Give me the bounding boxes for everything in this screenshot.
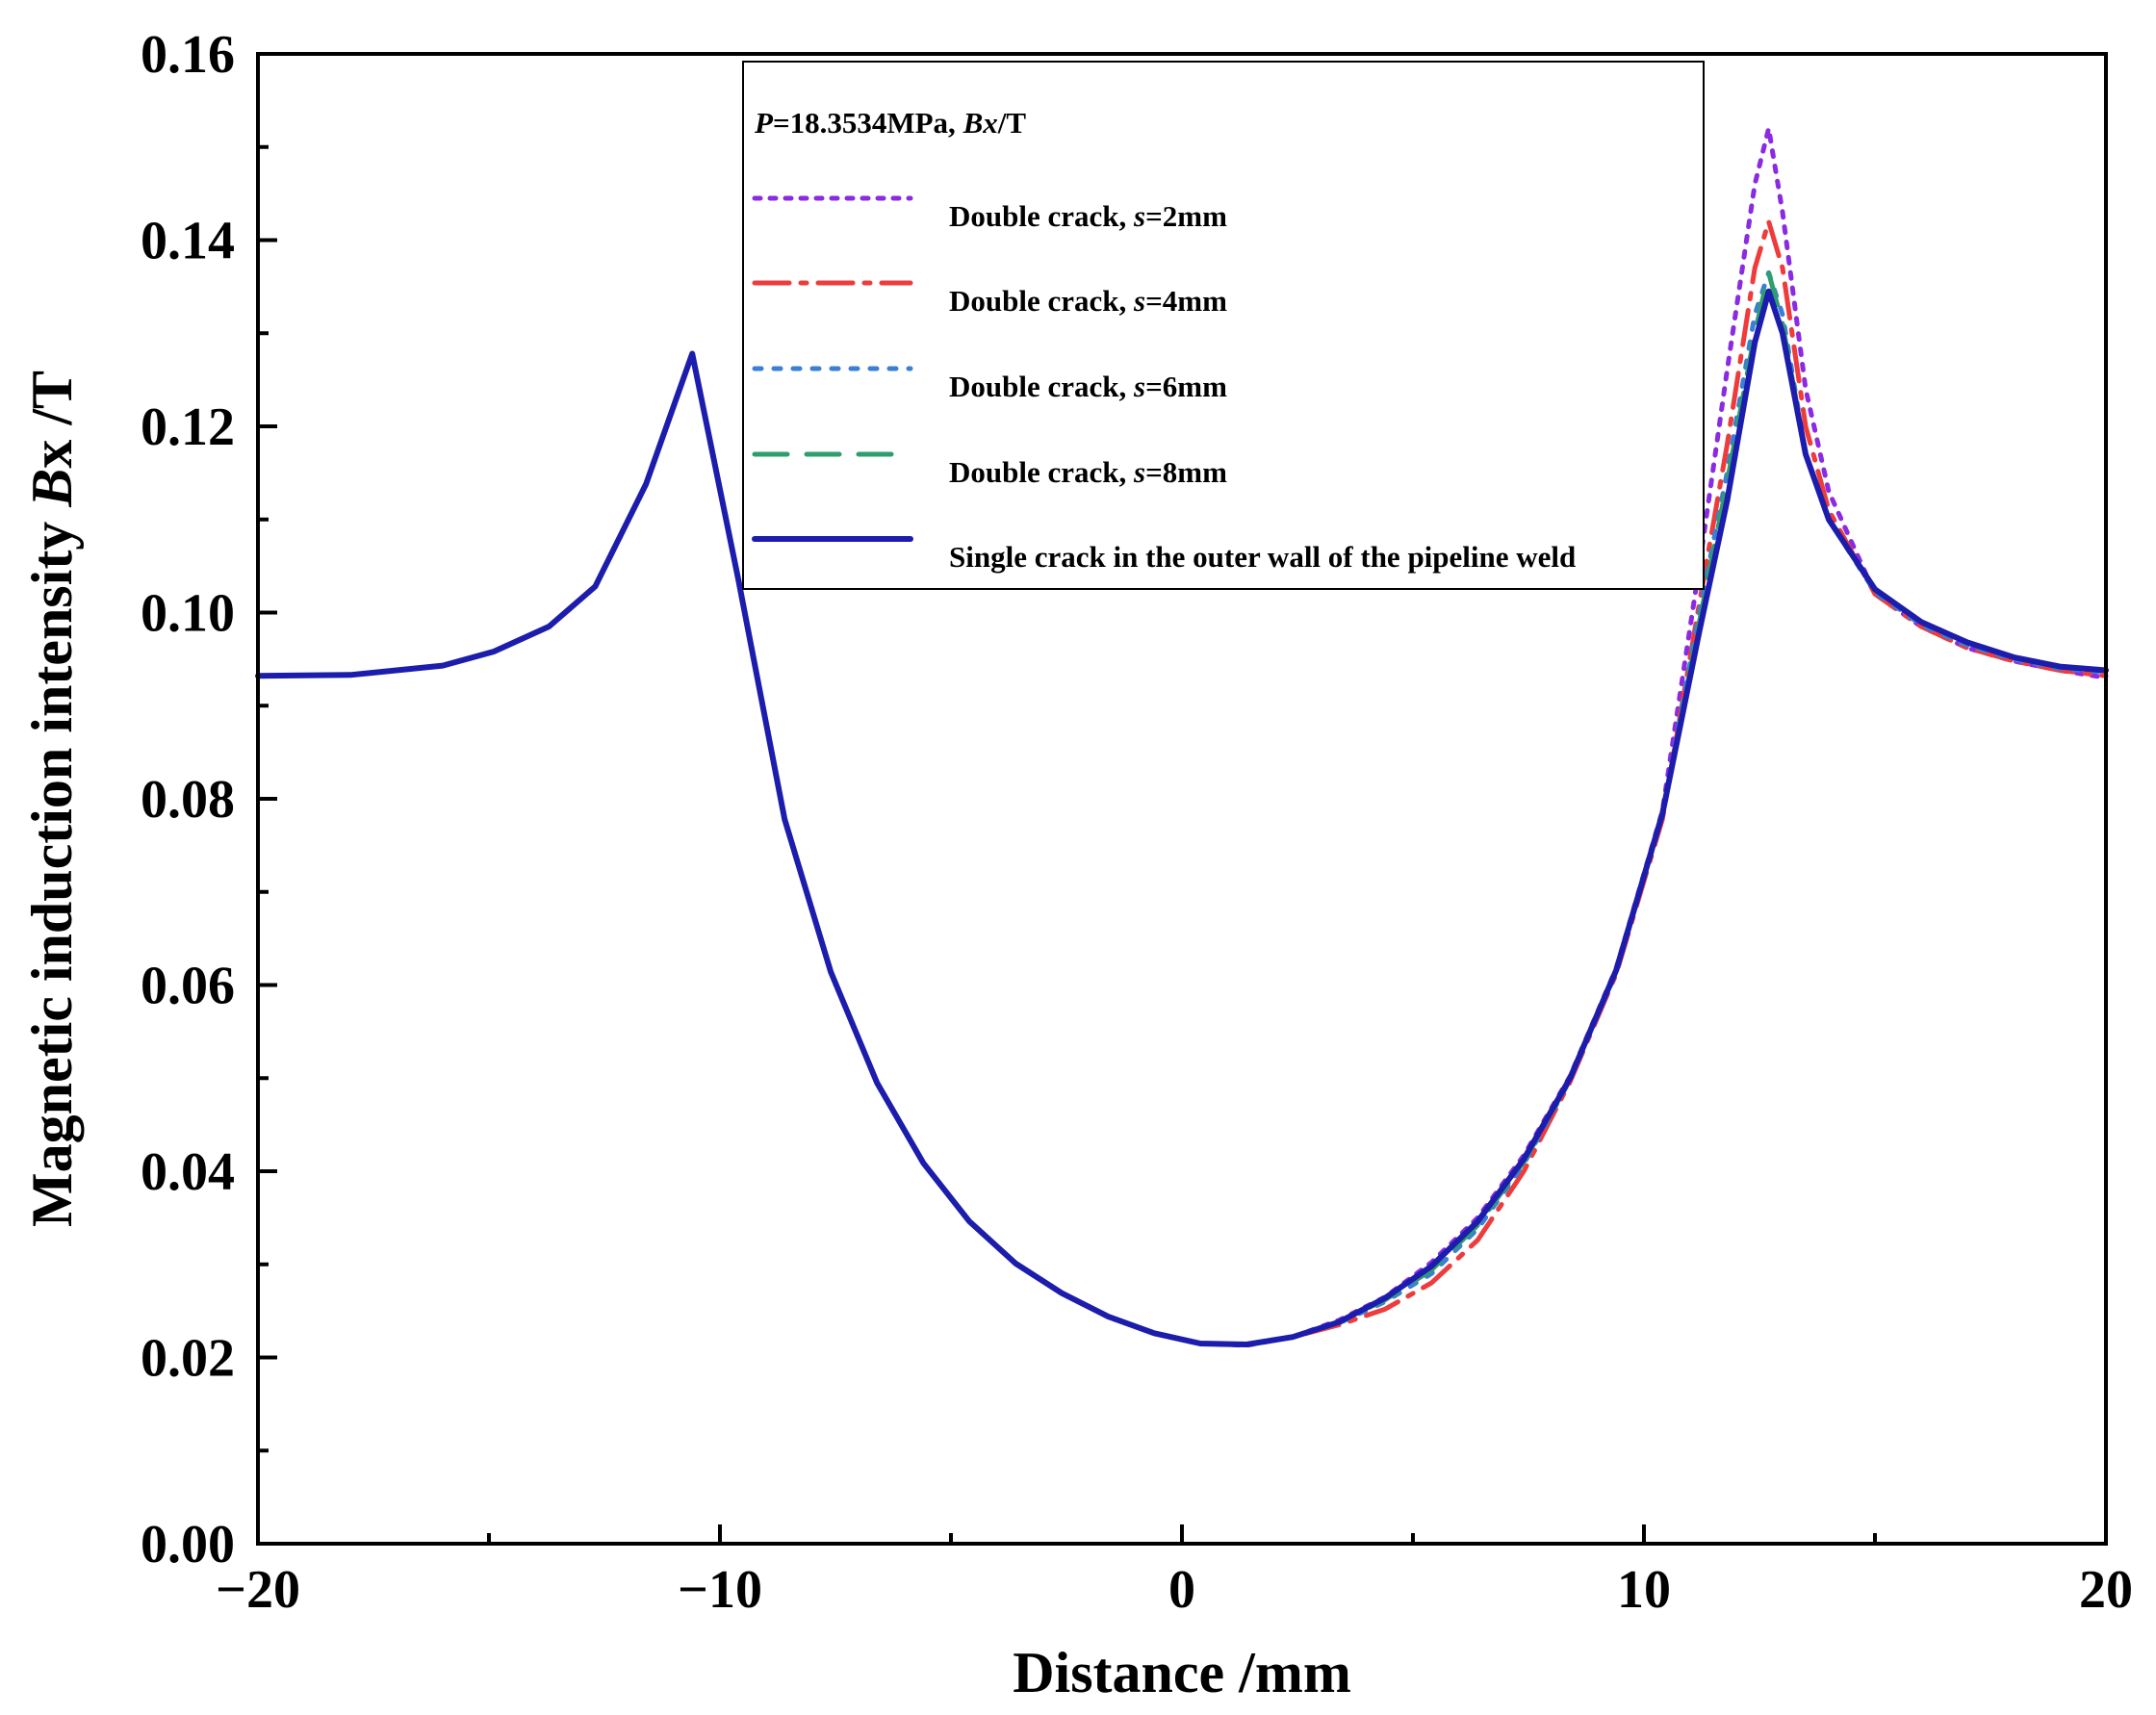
legend-entry: Single crack in the outer wall of the pi… [752,536,1576,574]
legend-label: Double crack, s=6mm [949,370,1227,403]
y-tick-label: 0.14 [141,212,235,271]
legend-label-part: Double crack, [949,370,1134,403]
legend-entry: Double crack, s=6mm [752,366,1227,403]
y-axis-title-part: x [20,440,84,469]
series-line-5 [255,288,2109,1347]
legend-header-part: Bx [962,106,998,140]
y-tick-label: 0.16 [141,25,235,85]
y-tick-label: 0.04 [141,1142,235,1202]
legend-label-part: s [1133,370,1145,403]
legend-label-part: s [1133,284,1145,318]
legend-label-part: =8mm [1145,455,1227,489]
legend-label-part: =2mm [1145,199,1227,233]
x-tick-label: 20 [2079,1560,2133,1620]
y-tick-label: 0.02 [141,1329,235,1389]
legend-box [742,61,1705,590]
ticks-layer: −20 −10 0 10 20 0.00 0.02 0.04 0.06 0.08 0.10 0.12 0… [141,25,2133,1620]
legend-header-part: =18.3534MPa, [773,106,963,140]
series-layer [255,125,2109,1348]
legend-header: P=18.3534MPa, Bx/T [754,106,1026,140]
x-tick-label: −10 [678,1560,762,1620]
legend-label-part: s [1133,455,1145,489]
legend-entry: Double crack, s=8mm [752,451,1227,489]
legend-label-part: Double crack, [949,199,1134,233]
y-axis-title: Magnetic induction intensity Bx /T [20,371,84,1227]
y-tick-label: 0.08 [141,770,235,830]
x-tick-label: −20 [216,1560,300,1620]
legend-entry: Double crack, s=2mm [752,195,1227,233]
legend-label-part: s [1133,199,1145,233]
x-axis-title: Distance /mm [1013,1641,1351,1704]
legend-header-part: /T [997,106,1027,140]
y-tick-label: 0.12 [141,397,235,457]
y-tick-label: 0.10 [141,584,235,644]
legend-label-part: =4mm [1145,284,1227,318]
legend-entry: Double crack, s=4mm [752,280,1227,318]
y-axis-title-part: B [20,469,84,508]
x-tick-label: 10 [1617,1560,1671,1620]
legend-label-part: =6mm [1145,370,1227,403]
y-tick-label: 0.06 [141,957,235,1016]
legend-label: Double crack, s=4mm [949,284,1227,318]
legend-label: Double crack, s=8mm [949,455,1227,489]
y-tick-label: 0.00 [141,1515,235,1574]
legend-label: Single crack in the outer wall of the pi… [949,540,1576,574]
legend-label: Double crack, s=2mm [949,199,1227,233]
legend-label-part: Double crack, [949,284,1134,318]
y-axis-title-part: /T [20,371,84,440]
x-tick-label: 0 [1168,1560,1195,1620]
y-axis-title-part: Magnetic induction intensity [20,507,84,1227]
legend-header-part: P [754,106,774,140]
legend-label-part: Single crack in the outer wall of the pi… [949,540,1576,574]
legend: P=18.3534MPa, Bx/T Double crack, s=2mmDo… [742,61,1705,590]
legend-label-part: Double crack, [949,455,1134,489]
